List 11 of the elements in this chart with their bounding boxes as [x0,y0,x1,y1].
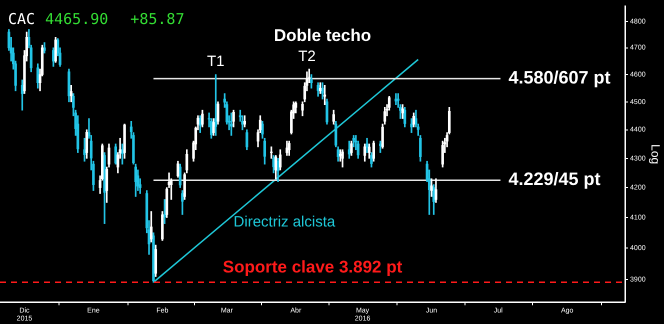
annotation: 4.580/607 pt [508,68,611,88]
text: Doble techo [274,26,372,45]
y-axis-title: Log [648,144,662,164]
annotation: Directriz alcista [234,213,336,230]
annotation: 4465.90 [45,10,108,28]
annotation: CAC [8,10,36,28]
annotation: T1 [207,53,225,70]
annotation: 4.229/45 pt [508,169,601,190]
annotation: +85.87 [130,10,184,28]
ref-line-label: Soporte clave 3.892 pt [222,257,403,276]
annotation: T2 [298,48,316,65]
